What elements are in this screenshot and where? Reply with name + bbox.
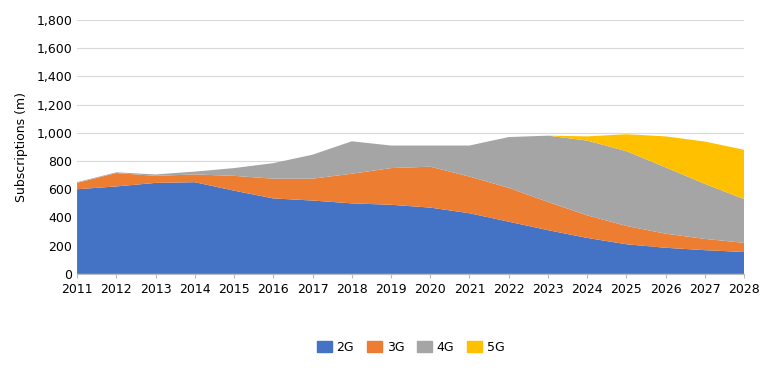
Y-axis label: Subscriptions (m): Subscriptions (m) (15, 92, 28, 202)
Legend: 2G, 3G, 4G, 5G: 2G, 3G, 4G, 5G (312, 336, 510, 359)
